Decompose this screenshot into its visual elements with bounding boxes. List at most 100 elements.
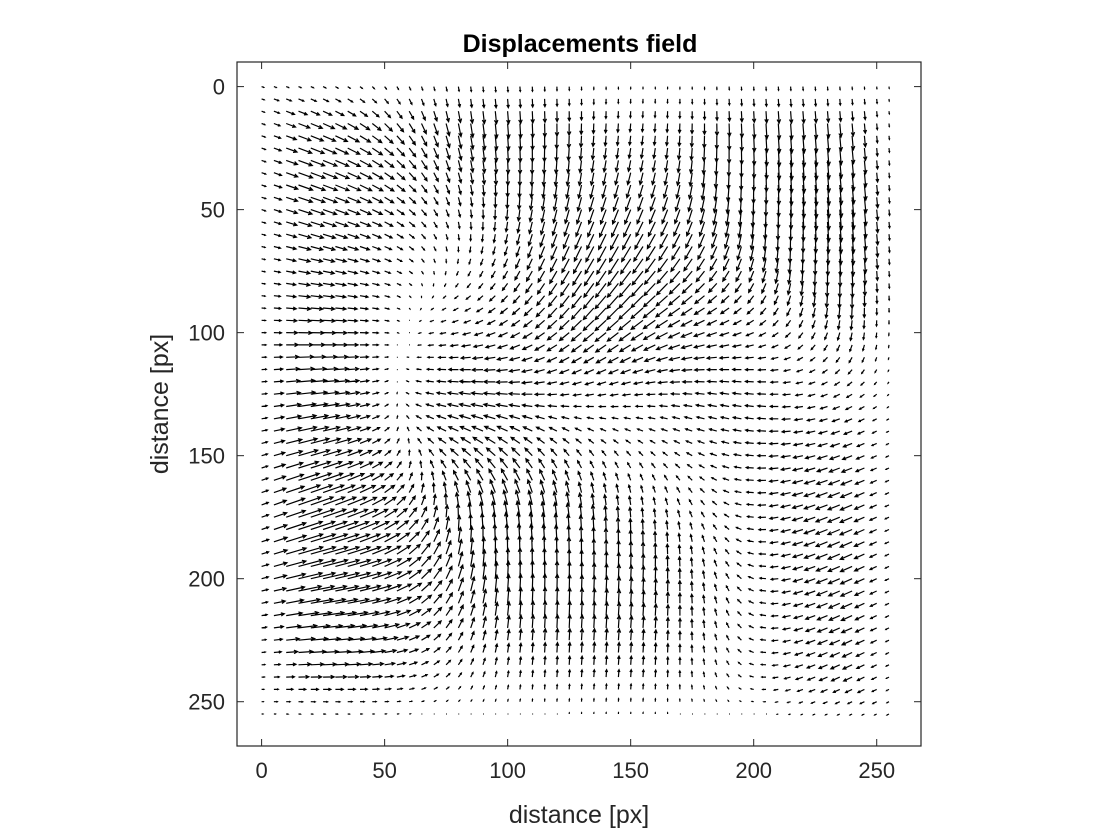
displacement-arrow bbox=[663, 172, 669, 187]
displacement-arrow bbox=[690, 111, 694, 121]
displacement-arrow bbox=[433, 673, 440, 678]
displacement-arrow bbox=[809, 356, 816, 362]
displacement-arrow bbox=[429, 459, 435, 469]
displacement-arrow bbox=[445, 221, 449, 230]
displacement-arrow bbox=[261, 343, 268, 347]
displacement-arrow bbox=[731, 344, 742, 348]
displacement-arrow bbox=[359, 402, 371, 408]
displacement-arrow bbox=[692, 356, 705, 361]
displacement-arrow bbox=[658, 404, 668, 408]
displacement-arrow bbox=[396, 307, 401, 310]
displacement-arrow bbox=[756, 491, 767, 495]
displacement-arrow bbox=[555, 599, 560, 616]
displacement-arrow bbox=[853, 528, 865, 535]
displacement-arrow bbox=[335, 330, 349, 336]
displacement-arrow bbox=[286, 258, 298, 263]
displacement-arrow bbox=[310, 402, 329, 408]
displacement-arrow bbox=[863, 98, 867, 106]
displacement-arrow bbox=[829, 651, 841, 658]
displacement-arrow bbox=[851, 98, 854, 106]
displacement-arrow bbox=[498, 319, 508, 326]
displacement-arrow bbox=[675, 184, 681, 200]
displacement-arrow bbox=[384, 196, 395, 204]
displacement-arrow bbox=[531, 683, 534, 690]
displacement-arrow bbox=[518, 599, 523, 616]
displacement-arrow bbox=[285, 122, 297, 128]
displacement-arrow bbox=[457, 160, 463, 173]
displacement-arrow bbox=[752, 86, 755, 92]
displacement-arrow bbox=[359, 414, 372, 420]
displacement-arrow bbox=[482, 414, 496, 420]
displacement-arrow bbox=[762, 246, 767, 263]
displacement-arrow bbox=[457, 590, 464, 604]
displacement-arrow bbox=[469, 524, 474, 542]
displacement-arrow bbox=[415, 379, 422, 383]
displacement-arrow bbox=[659, 233, 669, 250]
displacement-arrow bbox=[665, 616, 670, 628]
displacement-arrow bbox=[408, 135, 417, 146]
displacement-arrow bbox=[359, 674, 372, 679]
displacement-arrow bbox=[359, 159, 373, 168]
displacement-arrow bbox=[690, 644, 694, 653]
displacement-arrow bbox=[310, 122, 324, 130]
displacement-arrow bbox=[506, 614, 511, 628]
displacement-arrow bbox=[853, 492, 865, 498]
displacement-arrow bbox=[508, 356, 521, 362]
displacement-arrow bbox=[515, 234, 521, 246]
displacement-arrow bbox=[651, 160, 656, 173]
displacement-arrow bbox=[384, 355, 390, 359]
displacement-arrow bbox=[629, 668, 633, 678]
displacement-arrow bbox=[261, 392, 269, 396]
displacement-arrow bbox=[408, 635, 421, 641]
displacement-arrow bbox=[396, 282, 402, 286]
displacement-arrow bbox=[480, 258, 484, 267]
displacement-arrow bbox=[433, 246, 437, 252]
displacement-arrow bbox=[433, 184, 439, 194]
displacement-arrow bbox=[396, 414, 399, 419]
displacement-arrow bbox=[736, 246, 742, 261]
displacement-arrow bbox=[770, 626, 779, 630]
displacement-arrow bbox=[828, 639, 841, 646]
displacement-arrow bbox=[359, 533, 382, 543]
displacement-arrow bbox=[437, 437, 447, 444]
displacement-arrow bbox=[323, 318, 337, 324]
displacement-arrow bbox=[696, 428, 705, 432]
displacement-arrow bbox=[888, 98, 891, 103]
displacement-arrow bbox=[780, 578, 791, 582]
displacement-arrow bbox=[384, 687, 393, 691]
displacement-arrow bbox=[747, 612, 754, 617]
displacement-arrow bbox=[887, 307, 891, 314]
displacement-arrow bbox=[372, 319, 380, 323]
displacement-arrow bbox=[725, 584, 730, 592]
displacement-arrow bbox=[298, 245, 312, 251]
displacement-arrow bbox=[481, 209, 486, 220]
displacement-arrow bbox=[471, 356, 484, 361]
displacement-arrow bbox=[735, 538, 742, 543]
displacement-arrow bbox=[347, 597, 371, 604]
displacement-arrow bbox=[861, 357, 865, 364]
displacement-arrow bbox=[721, 452, 730, 457]
displacement-arrow bbox=[768, 416, 779, 421]
displacement-arrow bbox=[676, 497, 681, 506]
displacement-arrow bbox=[335, 196, 351, 204]
displacement-arrow bbox=[372, 496, 388, 506]
displacement-arrow bbox=[869, 479, 877, 484]
displacement-arrow bbox=[884, 565, 890, 569]
displacement-arrow bbox=[627, 483, 632, 493]
displacement-arrow bbox=[482, 86, 485, 93]
displacement-arrow bbox=[347, 649, 364, 654]
displacement-arrow bbox=[457, 86, 461, 93]
displacement-arrow bbox=[690, 618, 694, 628]
displacement-arrow bbox=[559, 392, 570, 397]
displacement-arrow bbox=[733, 477, 742, 481]
displacement-arrow bbox=[674, 463, 681, 469]
displacement-arrow bbox=[531, 86, 534, 93]
displacement-arrow bbox=[665, 531, 670, 542]
displacement-arrow bbox=[853, 504, 865, 510]
displacement-arrow bbox=[261, 294, 267, 298]
displacement-arrow bbox=[322, 110, 333, 116]
displacement-arrow bbox=[435, 414, 447, 420]
displacement-arrow bbox=[384, 331, 390, 334]
displacement-arrow bbox=[658, 246, 669, 262]
displacement-arrow bbox=[421, 687, 427, 690]
